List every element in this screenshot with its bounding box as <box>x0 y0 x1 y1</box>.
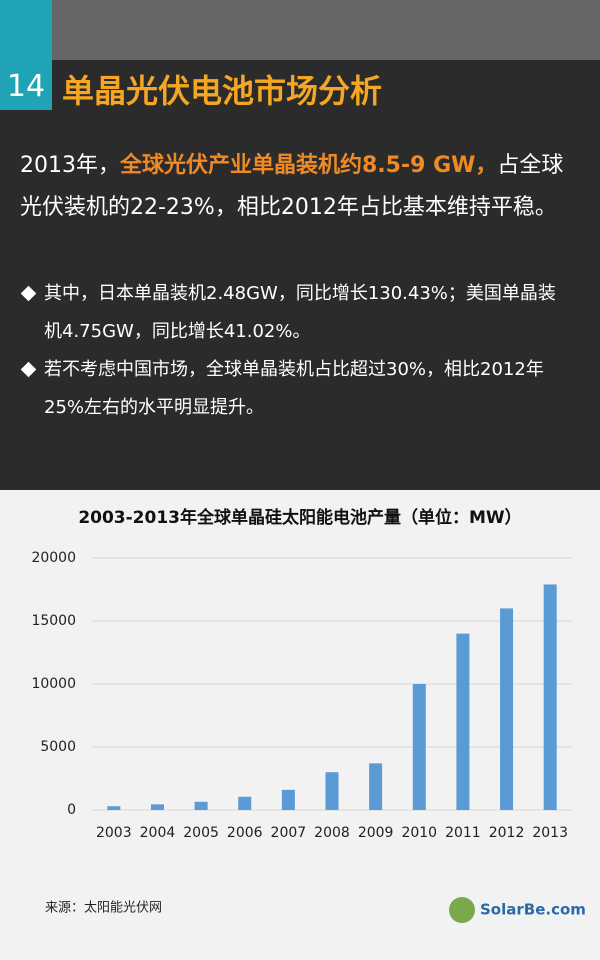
x-tick-label: 2006 <box>227 825 263 841</box>
y-tick-label: 5000 <box>40 739 76 755</box>
x-tick-label: 2013 <box>532 825 568 841</box>
bullet: 若不考虑中国市场，全球单晶装机占比超过30%，相比2012年25%左右的水平明显… <box>20 351 565 427</box>
source: 来源：太阳能光伏网 <box>45 901 162 916</box>
x-tick-label: 2012 <box>489 825 525 841</box>
x-tick-label: 2005 <box>183 825 219 841</box>
intro-text: 2013年， <box>20 153 120 178</box>
bar <box>325 772 339 810</box>
x-tick-label: 2011 <box>445 825 481 841</box>
bar <box>412 684 426 810</box>
bar <box>107 806 121 810</box>
chart: 2003-2013年全球单晶硅太阳能电池产量（单位：MW） 来源：太阳能光伏网 … <box>0 490 600 960</box>
bar <box>456 633 470 810</box>
x-tick-label: 2009 <box>358 825 394 841</box>
section-number: 14 <box>0 0 52 110</box>
bar <box>281 789 295 810</box>
x-tick-label: 2010 <box>401 825 437 841</box>
y-tick-label: 10000 <box>31 676 76 692</box>
section-title: 单晶光伏电池市场分析 <box>62 72 383 110</box>
logo-icon <box>449 897 475 923</box>
bar <box>500 608 514 810</box>
x-tick-label: 2004 <box>140 825 176 841</box>
x-tick-label: 2007 <box>271 825 307 841</box>
intro-text: 占全球光伏装机的22-23%，相比2012年占比基本维持平稳。 <box>20 153 564 220</box>
bar <box>238 796 252 810</box>
intro-highlight: 全球光伏产业单晶装机约8.5-9 GW， <box>120 153 498 178</box>
bar <box>543 584 557 810</box>
intro: 2013年，全球光伏产业单晶装机约8.5-9 GW，占全球光伏装机的22-23%… <box>20 145 585 229</box>
bullets: 其中，日本单晶装机2.48GW，同比增长130.43%；美国单晶装机4.75GW… <box>20 275 565 427</box>
logo: SolarBe.com <box>480 901 586 919</box>
x-tick-label: 2003 <box>96 825 132 841</box>
bar <box>369 763 383 810</box>
top-band <box>52 0 600 60</box>
y-tick-label: 0 <box>67 802 76 818</box>
y-tick-label: 20000 <box>31 550 76 566</box>
y-tick-label: 15000 <box>31 613 76 629</box>
bar <box>150 804 164 810</box>
x-tick-label: 2008 <box>314 825 350 841</box>
chart-title: 2003-2013年全球单晶硅太阳能电池产量（单位：MW） <box>78 507 521 528</box>
bullet: 其中，日本单晶装机2.48GW，同比增长130.43%；美国单晶装机4.75GW… <box>20 275 565 351</box>
bar <box>194 801 208 810</box>
